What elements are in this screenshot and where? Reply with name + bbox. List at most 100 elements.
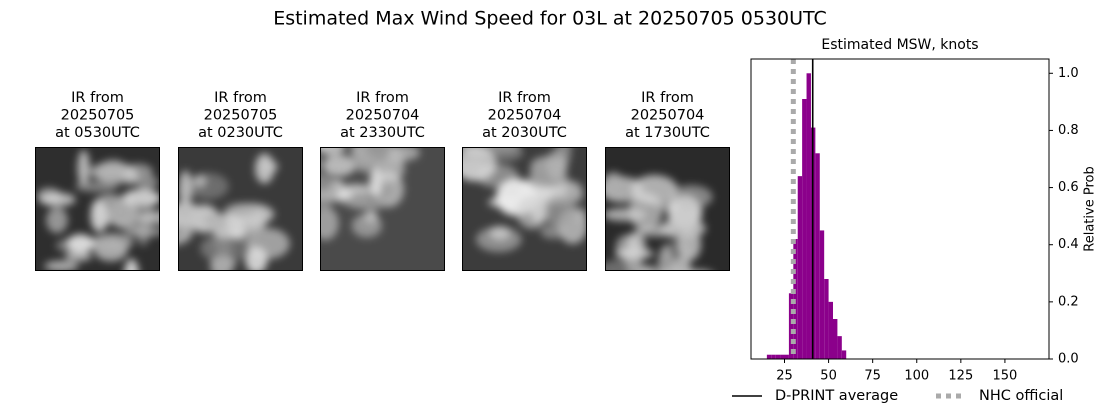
ir-frame: [35, 147, 160, 271]
panel-title: at 1730UTC: [625, 125, 710, 141]
panel-title: IR from: [214, 90, 267, 106]
bar: [771, 354, 776, 359]
panel-title: IR from: [356, 90, 409, 106]
x-tick-label: 75: [864, 369, 881, 384]
ir-cloud: [77, 149, 90, 187]
ir-cloud: [320, 173, 340, 209]
ir-cloud: [541, 195, 576, 226]
ir-cloud: [205, 212, 221, 231]
ir-cloud: [178, 202, 203, 228]
bar: [780, 354, 785, 359]
ir-cloud: [628, 192, 663, 231]
ir-cloud: [347, 198, 388, 210]
ir-clouds: [35, 147, 160, 271]
ir-cloud: [66, 234, 94, 253]
ir-image: [605, 147, 730, 304]
plot-frame: [750, 58, 1050, 360]
bar: [819, 230, 825, 359]
ir-cloud: [385, 147, 420, 162]
ir-cloud: [223, 202, 257, 217]
bar: [828, 301, 833, 359]
y-tick-label: 0.0: [1058, 352, 1079, 367]
ir-cloud: [320, 147, 325, 148]
ir-cloud: [200, 236, 233, 261]
ir-cloud: [489, 226, 510, 240]
bar: [815, 153, 820, 359]
ir-cloud: [667, 272, 712, 293]
x-tick-label: 150: [993, 369, 1018, 384]
ir-cloud: [64, 251, 93, 262]
bar: [788, 293, 794, 359]
panel-title: 20250705: [204, 108, 278, 124]
panel-title: 20250705: [61, 108, 135, 124]
ir-cloud: [546, 148, 566, 181]
ir-cloud: [605, 172, 626, 201]
bar: [766, 354, 772, 359]
legend-label: NHC official: [979, 388, 1063, 404]
ir-frame: [605, 147, 730, 271]
bar: [797, 176, 803, 359]
y-axis-label: Relative Prob: [1083, 166, 1098, 251]
ir-cloud: [303, 138, 316, 152]
y-tick-label: 0.2: [1058, 294, 1079, 309]
ir-cloud: [355, 156, 385, 174]
ir-clouds: [178, 147, 303, 271]
ir-cloud: [46, 207, 68, 234]
ir-cloud: [638, 265, 654, 271]
ir-cloud: [658, 245, 674, 271]
bar: [837, 336, 842, 359]
ir-cloud: [564, 181, 584, 204]
panel-title: IR from: [71, 90, 124, 106]
ir-cloud: [320, 206, 339, 241]
panel-title: IR from: [498, 90, 551, 106]
ir-cloud: [661, 267, 685, 271]
x-tick-label: 25: [776, 369, 793, 384]
x-tick-label: 100: [904, 369, 929, 384]
ir-blobs: [605, 172, 713, 304]
ir-cloud: [322, 154, 357, 177]
x-tick-label: 50: [820, 369, 837, 384]
y-tick-label: 0.8: [1058, 123, 1079, 138]
ir-cloud: [90, 201, 109, 233]
histogram: Estimated MSW, knots 25 50 75 100 125 150 0.0 0.…: [732, 37, 1098, 404]
legend-label: D-PRINT average: [775, 388, 898, 404]
y-tick-label: 1.0: [1058, 66, 1079, 81]
ir-image: [303, 138, 445, 271]
bar: [784, 354, 789, 359]
ir-cloud: [138, 210, 160, 225]
bar: [806, 73, 811, 360]
bar: [824, 279, 829, 359]
bar: [841, 350, 847, 359]
ir-cloud: [684, 274, 701, 304]
panel-title: at 2330UTC: [340, 125, 425, 141]
panel-title: 20250704: [488, 108, 562, 124]
ir-cloud: [671, 257, 692, 271]
ir-cloud: [669, 185, 713, 209]
ir-cloud: [44, 260, 79, 271]
ir-cloud: [124, 258, 139, 271]
ir-cloud: [90, 162, 136, 182]
x-tick-label: 125: [948, 369, 973, 384]
ir-clouds: [462, 147, 587, 271]
panel-title: IR from: [641, 90, 694, 106]
ir-blobs: [178, 153, 290, 271]
ir-cloud: [516, 195, 548, 229]
panel-title: 20250704: [346, 108, 420, 124]
ir-cloud: [245, 246, 268, 271]
panel-title: 20250704: [631, 108, 705, 124]
ir-image: [35, 147, 160, 271]
ir-cloud: [615, 234, 640, 259]
ir-blobs: [462, 147, 587, 253]
ir-cloud: [187, 172, 229, 200]
ir-cloud: [193, 174, 207, 188]
ir-clouds: [303, 138, 445, 271]
panel-title: at 0230UTC: [198, 125, 283, 141]
ir-cloud: [686, 269, 709, 271]
ir-image: [178, 147, 303, 271]
y-tick-label: 0.6: [1058, 180, 1079, 195]
ir-cloud: [36, 187, 62, 205]
ir-clouds: [605, 147, 730, 304]
figure-title: Estimated Max Wind Speed for 03L at 2025…: [273, 8, 827, 30]
